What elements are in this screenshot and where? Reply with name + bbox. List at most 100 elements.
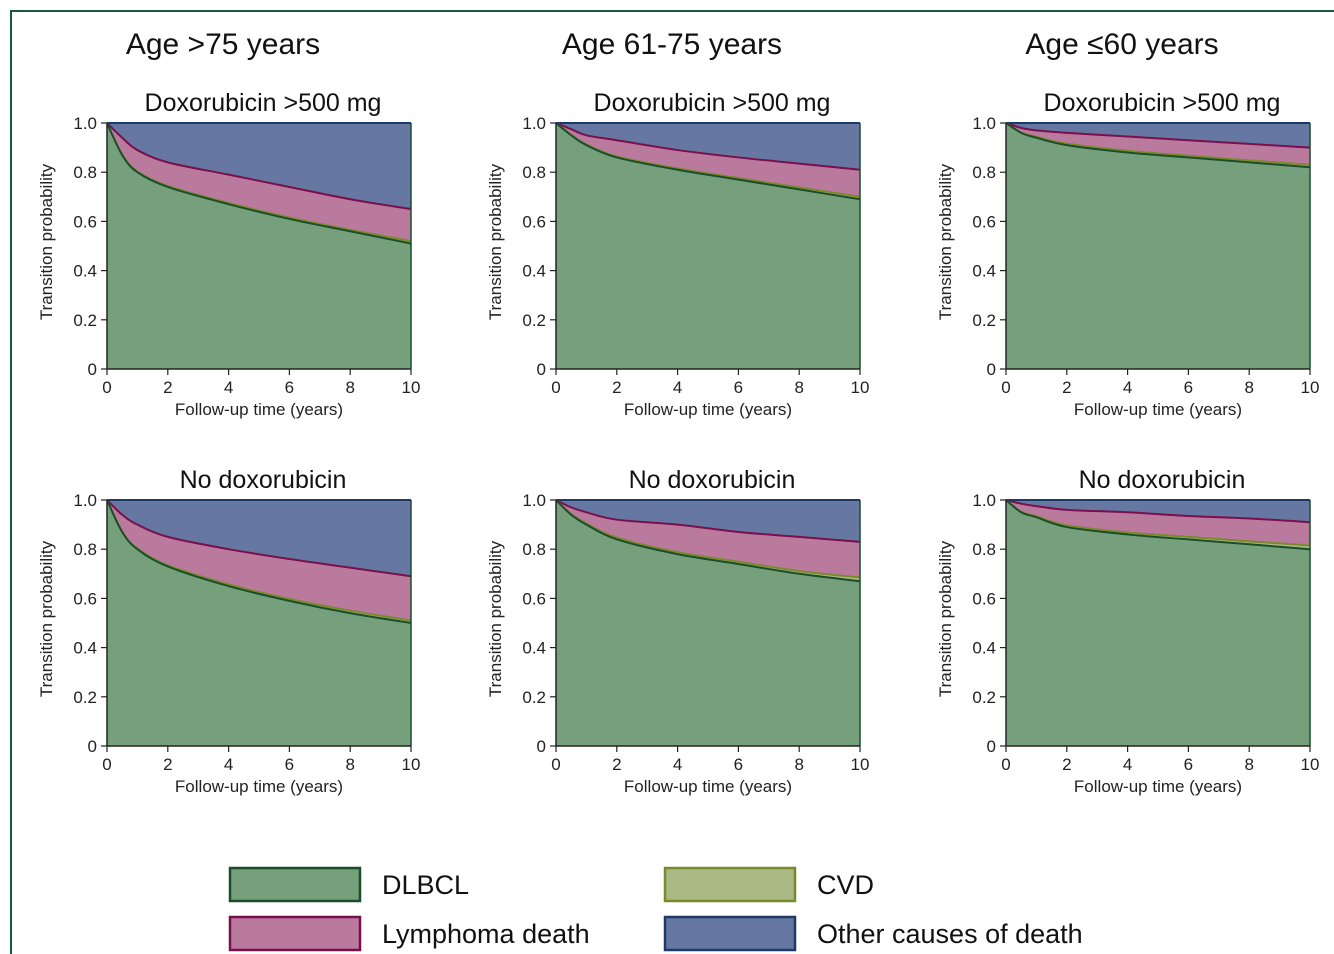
line-lymphoma <box>555 122 861 171</box>
x-tick-label: 2 <box>1062 378 1071 397</box>
area-dlbcl <box>556 123 860 369</box>
line-dlbcl <box>1005 122 1311 169</box>
x-tick-label: 0 <box>102 378 111 397</box>
x-axis-label: Follow-up time (years) <box>175 400 343 419</box>
y-tick-label: 1.0 <box>972 114 996 133</box>
x-tick-label: 10 <box>851 378 870 397</box>
panel-title: No doxorubicin <box>629 466 796 494</box>
line-dlbcl <box>555 499 861 583</box>
x-tick-label: 4 <box>1123 378 1132 397</box>
x-tick-label: 4 <box>673 378 682 397</box>
y-tick-label: 0.8 <box>73 163 97 182</box>
panel-6: No doxorubicin 0 2 4 6 8 10 0 0.2 0.4 0.6 0.8 1.0 Fol… <box>936 466 1319 796</box>
column-title-age-over-75: Age >75 years <box>126 28 320 61</box>
column-title-age-60-or-less: Age ≤60 years <box>1025 28 1218 61</box>
legend-swatch-other <box>663 915 797 952</box>
x-tick-label: 8 <box>794 755 803 774</box>
y-tick-label: 0.4 <box>522 639 546 658</box>
y-tick-label: 0.6 <box>972 589 996 608</box>
x-axis-label: Follow-up time (years) <box>624 400 792 419</box>
y-tick-label: 0.6 <box>73 589 97 608</box>
y-tick-label: 0 <box>88 360 97 379</box>
y-tick-label: 0.2 <box>73 688 97 707</box>
y-tick-label: 0.8 <box>73 540 97 559</box>
y-tick-label: 1.0 <box>522 114 546 133</box>
area-dlbcl <box>1006 500 1310 746</box>
line-lymphoma <box>106 122 412 211</box>
y-tick-label: 0.2 <box>73 311 97 330</box>
x-tick-label: 4 <box>224 378 233 397</box>
panel-4: No doxorubicin 0 2 4 6 8 10 0 0.2 0.4 0.6 0.8 1.0 Fol… <box>37 466 420 796</box>
y-tick-label: 0.6 <box>522 212 546 231</box>
x-tick-label: 6 <box>1184 378 1193 397</box>
legend-label-cvd: CVD <box>817 870 874 900</box>
x-tick-label: 6 <box>734 755 743 774</box>
line-dlbcl <box>106 499 412 624</box>
x-tick-label: 8 <box>345 378 354 397</box>
line-dlbcl <box>1005 499 1311 551</box>
x-axis-label: Follow-up time (years) <box>1074 400 1242 419</box>
panel-title: Doxorubicin >500 mg <box>1044 89 1281 117</box>
x-tick-label: 2 <box>163 378 172 397</box>
x-axis-label: Follow-up time (years) <box>1074 777 1242 796</box>
y-tick-label: 0 <box>537 737 546 756</box>
y-tick-label: 0.6 <box>522 589 546 608</box>
y-tick-label: 1.0 <box>73 114 97 133</box>
figure-border <box>10 10 1334 954</box>
x-tick-label: 10 <box>851 755 870 774</box>
y-tick-label: 0.8 <box>972 163 996 182</box>
y-tick-label: 0.4 <box>522 262 546 281</box>
y-tick-label: 1.0 <box>73 491 97 510</box>
y-axis-label: Transition probability <box>936 163 955 320</box>
x-tick-label: 6 <box>285 755 294 774</box>
legend-swatch-lymphoma <box>228 915 362 952</box>
x-tick-label: 2 <box>612 378 621 397</box>
y-tick-label: 0.2 <box>522 688 546 707</box>
y-tick-label: 0.4 <box>73 639 97 658</box>
x-tick-label: 8 <box>1244 378 1253 397</box>
panel-title: No doxorubicin <box>1079 466 1246 494</box>
panel-title: Doxorubicin >500 mg <box>145 89 382 117</box>
legend-item-cvd: CVD <box>663 866 874 903</box>
x-tick-label: 0 <box>551 378 560 397</box>
y-tick-label: 0 <box>987 360 996 379</box>
y-tick-label: 0.2 <box>972 311 996 330</box>
x-tick-label: 8 <box>1244 755 1253 774</box>
y-tick-label: 0.6 <box>972 212 996 231</box>
x-tick-label: 10 <box>402 378 421 397</box>
legend-item-dlbcl: DLBCL <box>228 866 469 903</box>
x-tick-label: 0 <box>1001 378 1010 397</box>
x-axis-label: Follow-up time (years) <box>175 777 343 796</box>
y-tick-label: 0.8 <box>972 540 996 559</box>
y-tick-label: 0 <box>537 360 546 379</box>
x-tick-label: 8 <box>345 755 354 774</box>
legend-label-lymphoma: Lymphoma death <box>382 919 590 949</box>
line-dlbcl <box>555 122 861 201</box>
line-dlbcl <box>106 122 412 245</box>
x-tick-label: 2 <box>163 755 172 774</box>
x-tick-label: 4 <box>224 755 233 774</box>
line-lymphoma <box>106 499 412 578</box>
column-title-age-61-75: Age 61-75 years <box>562 28 782 61</box>
y-tick-label: 0.2 <box>522 311 546 330</box>
y-tick-label: 1.0 <box>972 491 996 510</box>
legend-label-dlbcl: DLBCL <box>382 870 469 900</box>
y-tick-label: 0 <box>987 737 996 756</box>
x-tick-label: 2 <box>612 755 621 774</box>
x-tick-label: 2 <box>1062 755 1071 774</box>
legend-swatch-cvd <box>663 866 797 903</box>
area-dlbcl <box>107 500 411 746</box>
y-axis-label: Transition probability <box>37 163 56 320</box>
y-tick-label: 0.6 <box>73 212 97 231</box>
x-tick-label: 10 <box>1301 755 1320 774</box>
line-lymphoma <box>1005 122 1311 149</box>
x-tick-label: 6 <box>734 378 743 397</box>
y-axis-label: Transition probability <box>37 540 56 697</box>
y-axis-label: Transition probability <box>936 540 955 697</box>
x-tick-label: 8 <box>794 378 803 397</box>
x-tick-label: 10 <box>1301 378 1320 397</box>
y-tick-label: 1.0 <box>522 491 546 510</box>
x-tick-label: 0 <box>1001 755 1010 774</box>
